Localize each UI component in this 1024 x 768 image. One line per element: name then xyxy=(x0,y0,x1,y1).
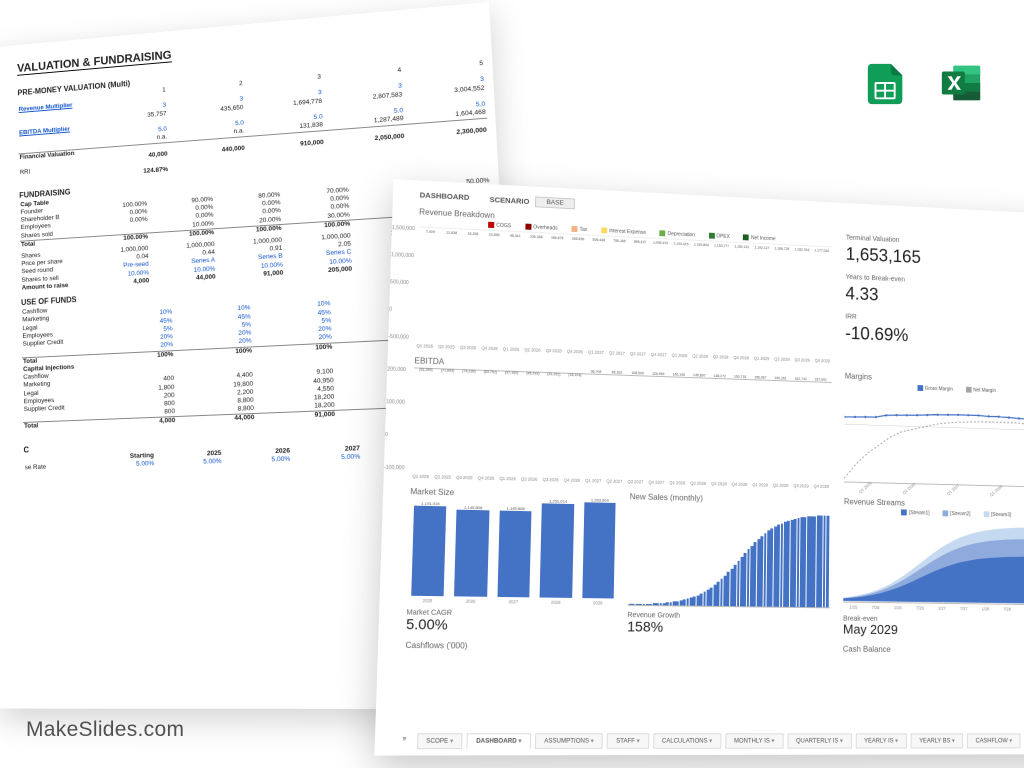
sheet-tab[interactable]: CALCULATIONS xyxy=(653,733,722,749)
sheet-tab[interactable]: MONTHLY IS xyxy=(725,733,783,748)
panel-cashflows: Cashflows ('000) xyxy=(405,641,829,656)
panel-cash-balance: Cash Balance xyxy=(843,645,1024,658)
panel-margins: Margins Gross MarginNet Margin Q1 2025Q1… xyxy=(844,372,1024,495)
sheet-tab[interactable]: ASSUMPTIONS xyxy=(535,733,603,749)
panel-new-sales: New Sales (monthly) Revenue Growth 158% xyxy=(627,492,831,636)
panel-key-metrics: Terminal Valuation 1,653,165 Years to Br… xyxy=(845,229,1024,372)
market-size-chart: 1,191,0161,145,8081,145,8081,251,0141,28… xyxy=(407,498,620,598)
sheet-tab-bar: ≡SCOPEDASHBOARDASSUMPTIONSSTAFFCALCULATI… xyxy=(396,733,1024,749)
irr-value: -10.69% xyxy=(845,324,1024,352)
dashboard-title: DASHBOARD xyxy=(419,190,469,203)
sheet-tab[interactable]: YEARLY BS xyxy=(910,733,963,748)
margins-chart xyxy=(844,391,1024,488)
years-breakeven-value: 4.33 xyxy=(845,284,1024,312)
sheet-tab[interactable]: QUARTERLY IS xyxy=(787,733,852,748)
watermark-text: MakeSlides.com xyxy=(26,718,184,742)
cashflows-title: Cashflows ('000) xyxy=(405,641,829,654)
scenario-label: SCENARIO xyxy=(489,195,529,206)
revenue-growth-value: 158% xyxy=(627,619,830,637)
terminal-valuation-value: 1,653,165 xyxy=(846,245,1024,274)
new-sales-chart xyxy=(628,503,831,608)
market-cagr-value: 5.00% xyxy=(406,616,617,634)
sheet-tab[interactable]: STAFF xyxy=(607,733,649,749)
panel-market-size: Market Size 1,191,0161,145,8081,145,8081… xyxy=(406,487,620,634)
rri-value: 124.87% xyxy=(93,166,169,179)
sheet-title: VALUATION & FUNDRAISING xyxy=(17,48,172,76)
panel-ebitda: EBITDA 200,000100,0000-100,000 (61,250)(… xyxy=(411,356,832,489)
spreadsheet-right-dashboard: DASHBOARD SCENARIO BASE Revenue Breakdow… xyxy=(374,179,1024,755)
google-sheets-icon xyxy=(864,60,910,106)
excel-icon xyxy=(938,60,984,106)
sheet-tab[interactable]: CASHFLOW xyxy=(967,733,1020,748)
panel-revenue-streams: Revenue Streams [Stream1][Stream2][Strea… xyxy=(843,497,1024,638)
scenario-selector[interactable]: BASE xyxy=(535,196,575,209)
revenue-streams-chart xyxy=(843,516,1024,605)
app-icons xyxy=(864,60,984,106)
sheet-tab[interactable]: SCOPE xyxy=(416,733,462,749)
sheet-tab[interactable]: DASHBOARD xyxy=(467,733,531,749)
panel-revenue-breakdown: Revenue Breakdown COGSOverheadsTaxIntere… xyxy=(415,207,833,363)
cash-balance-title: Cash Balance xyxy=(843,645,1024,656)
breakeven-value: May 2029 xyxy=(843,622,1024,638)
sheet-tab[interactable]: YEARLY IS xyxy=(855,733,906,748)
